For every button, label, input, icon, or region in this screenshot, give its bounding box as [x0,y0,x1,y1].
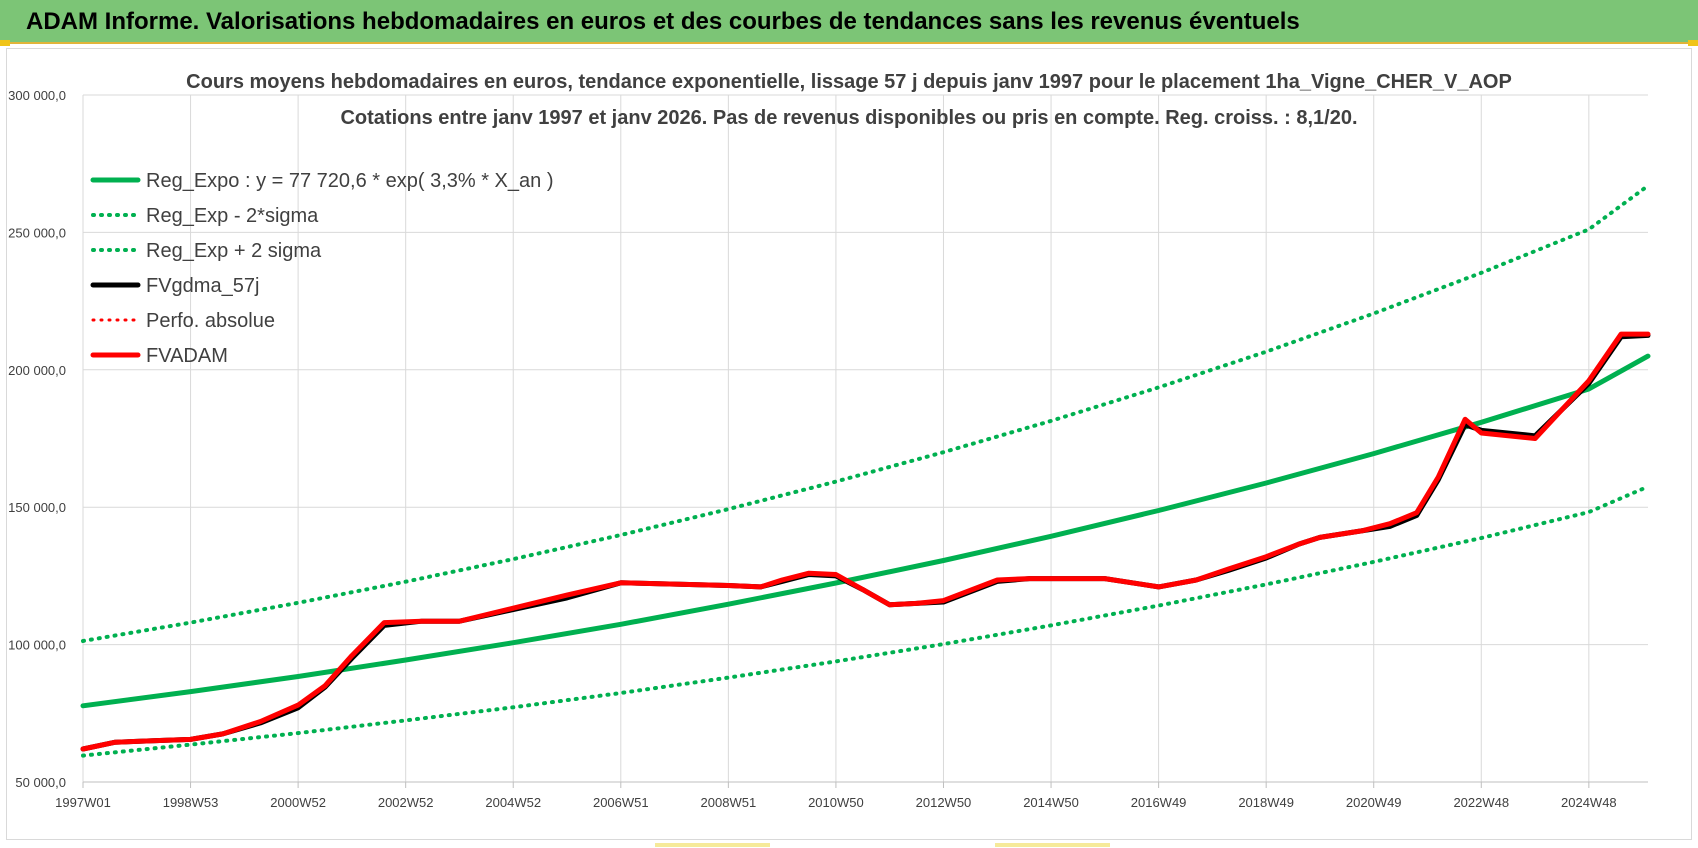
legend-label-4: Perfo. absolue [146,310,275,332]
series-line-5 [80,331,1651,752]
legend-label-5: FVADAM [146,345,228,367]
x-tick-label: 2024W48 [1561,795,1617,810]
x-tick-label: 2002W52 [378,795,434,810]
chart-title-line-2: Cotations entre janv 1997 et janv 2026. … [340,107,1357,129]
legend-label-1: Reg_Exp - 2*sigma [146,205,319,227]
y-tick-label: 250 000,0 [8,225,66,240]
series-line-3 [80,332,1651,752]
x-tick-label: 1998W53 [163,795,219,810]
y-tick-label: 300 000,0 [8,88,66,103]
legend-label-2: Reg_Exp + 2 sigma [146,240,322,262]
x-tick-label: 2004W52 [485,795,541,810]
y-tick-label: 100 000,0 [8,638,66,653]
y-tick-label: 50 000,0 [15,775,66,790]
x-tick-label: 2008W51 [701,795,757,810]
series-line-0 [80,353,1651,709]
x-tick-label: 2018W49 [1238,795,1294,810]
x-tick-label: 2022W48 [1453,795,1509,810]
grid-layer [82,94,1648,783]
legend-label-3: FVgdma_57j [146,275,259,297]
series-line-2 [81,183,1650,643]
header-corner-left [0,40,10,46]
x-tick-label: 2020W49 [1346,795,1402,810]
y-tick-label: 200 000,0 [8,363,66,378]
x-tick-label: 2000W52 [270,795,326,810]
chart-frame [6,48,1692,840]
report-title: ADAM Informe. Valorisations hebdomadaire… [26,8,1300,35]
header-corner-right [1688,40,1698,46]
y-tick-label: 150 000,0 [8,500,66,515]
legend-label-0: Reg_Expo : y = 77 720,6 * exp( 3,3% * X_… [146,170,553,192]
x-tick-label: 2014W50 [1023,795,1079,810]
chart-legend: Reg_Expo : y = 77 720,6 * exp( 3,3% * X_… [90,170,553,367]
x-tick-label: 1997W01 [55,795,111,810]
report-header: ADAM Informe. Valorisations hebdomadaire… [0,0,1698,44]
series-layer [80,183,1651,758]
bottom-marker-left [655,843,770,847]
chart-title-line-1: Cours moyens hebdomadaires en euros, ten… [186,71,1512,93]
x-tick-label: 2016W49 [1131,795,1187,810]
series-line-1 [81,484,1650,758]
x-tick-label: 2012W50 [916,795,972,810]
x-tick-label: 2010W50 [808,795,864,810]
x-tick-label: 2006W51 [593,795,649,810]
bottom-marker-right [995,843,1110,847]
axis-layer: 50 000,0 100 000,0 150 000,0 200 000,0 250 0… [8,88,1648,810]
